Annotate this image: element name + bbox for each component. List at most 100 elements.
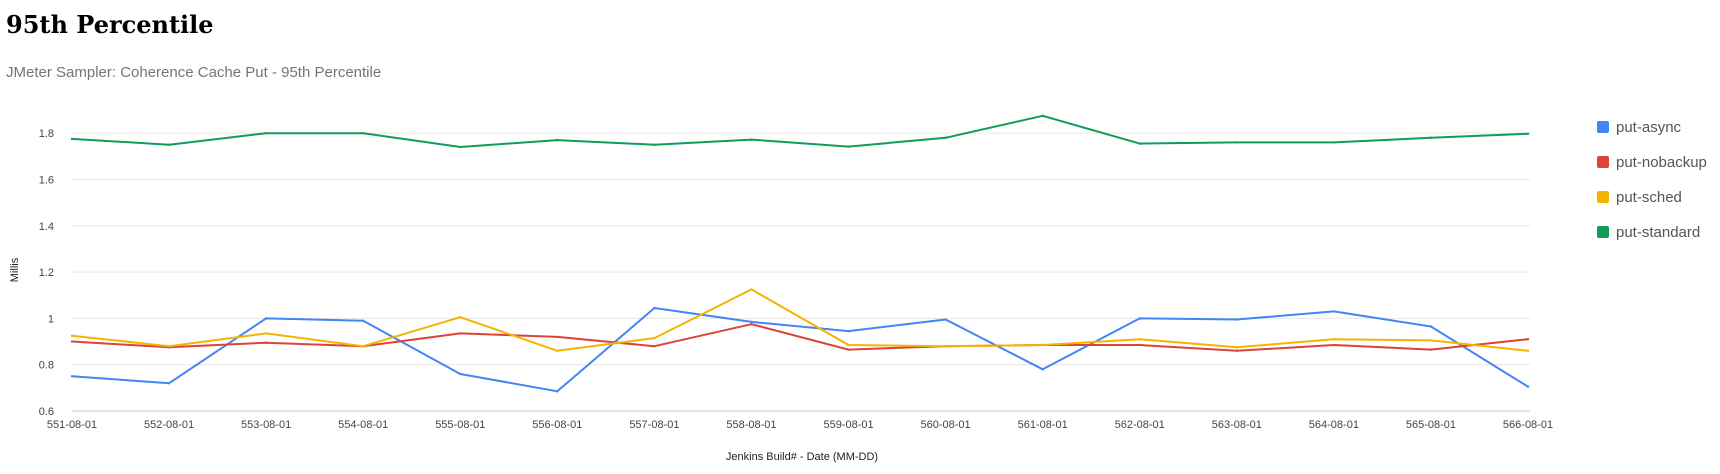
data-point-put-standard — [1429, 136, 1433, 139]
x-tick-label: 561-08-01 — [1018, 419, 1068, 431]
y-tick-label: 1.4 — [39, 221, 54, 233]
x-tick-label: 552-08-01 — [144, 419, 194, 431]
x-tick-label: 560-08-01 — [921, 419, 971, 431]
data-point-put-nobackup — [70, 340, 74, 343]
series-line-put-standard — [71, 114, 1529, 148]
legend-label-put-sched: put-sched — [1616, 189, 1682, 206]
data-point-put-standard — [1235, 141, 1239, 144]
legend-label-put-async: put-async — [1616, 119, 1682, 136]
data-point-put-sched — [70, 334, 74, 337]
data-point-put-standard — [1138, 142, 1141, 145]
data-point-put-async — [362, 319, 365, 322]
data-point-put-async — [847, 329, 850, 333]
y-tick-label: 1.8 — [39, 128, 54, 140]
data-point-put-sched — [1526, 349, 1530, 352]
data-point-put-async — [556, 390, 559, 393]
data-point-put-sched — [264, 332, 268, 335]
data-point-put-async — [459, 372, 462, 376]
data-point-put-async — [264, 317, 268, 320]
data-point-put-sched — [750, 288, 753, 291]
data-point-put-standard — [653, 143, 656, 146]
data-point-put-nobackup — [1138, 343, 1141, 347]
x-axis-title: Jenkins Build# - Date (MM-DD) — [726, 451, 878, 463]
legend: put-async put-nobackup put-sched put-standa… — [1597, 119, 1707, 241]
chart-subtitle: JMeter Sampler: Coherence Cache Put - 95… — [6, 64, 382, 81]
x-tick-label: 556-08-01 — [532, 419, 582, 431]
data-point-put-nobackup — [264, 341, 268, 344]
legend-swatch-put-standard — [1597, 226, 1609, 238]
data-point-put-standard — [847, 145, 850, 148]
data-point-put-standard — [1526, 132, 1530, 136]
data-point-put-async — [653, 306, 656, 310]
data-point-put-standard — [944, 136, 947, 139]
gridlines — [72, 132, 1530, 412]
series-line-put-nobackup — [71, 323, 1529, 352]
x-tick-label: 558-08-01 — [726, 419, 776, 431]
y-tick-label: 0.6 — [39, 406, 54, 418]
data-point-put-async — [1526, 385, 1530, 388]
y-tick-label: 0.8 — [39, 360, 54, 372]
data-point-put-async — [1429, 325, 1433, 328]
x-tick-label: 563-08-01 — [1212, 419, 1262, 431]
series-line-put-async — [71, 307, 1529, 393]
data-point-put-async — [70, 375, 74, 378]
data-point-put-standard — [362, 131, 365, 135]
x-tick-label: 564-08-01 — [1309, 419, 1359, 431]
data-point-put-nobackup — [847, 348, 850, 351]
x-tick-label: 551-08-01 — [47, 419, 97, 431]
x-tick-label: 566-08-01 — [1503, 419, 1553, 431]
data-point-put-nobackup — [1235, 349, 1239, 352]
data-point-put-async — [750, 320, 753, 324]
data-point-put-nobackup — [1526, 338, 1530, 341]
data-point-put-sched — [167, 344, 171, 348]
data-point-put-nobackup — [653, 344, 656, 348]
x-tick-label: 553-08-01 — [241, 419, 291, 431]
data-point-put-sched — [1138, 338, 1141, 341]
x-tick-label: 554-08-01 — [338, 419, 388, 431]
data-point-put-standard — [459, 145, 462, 149]
data-point-put-async — [944, 318, 947, 321]
data-point-put-async — [1138, 317, 1141, 320]
data-point-put-sched — [1332, 338, 1336, 341]
data-point-put-standard — [556, 138, 559, 142]
x-tick-label: 562-08-01 — [1115, 419, 1165, 431]
data-point-put-async — [1332, 310, 1336, 313]
data-point-put-sched — [459, 316, 462, 319]
data-point-put-sched — [847, 343, 850, 347]
x-tick-label: 565-08-01 — [1406, 419, 1456, 431]
series-lines — [70, 114, 1530, 393]
legend-label-put-nobackup: put-nobackup — [1616, 154, 1707, 171]
y-tick-label: 1 — [48, 313, 54, 325]
y-tick-label: 1.2 — [39, 267, 54, 279]
x-tick-label: 557-08-01 — [629, 419, 679, 431]
legend-swatch-put-nobackup — [1597, 156, 1609, 168]
data-point-put-nobackup — [1429, 348, 1433, 351]
data-point-put-standard — [750, 138, 753, 141]
data-point-put-nobackup — [556, 335, 559, 339]
data-point-put-sched — [1041, 343, 1044, 347]
data-point-put-async — [1235, 318, 1239, 321]
data-point-put-nobackup — [459, 332, 462, 335]
data-point-put-sched — [362, 344, 365, 348]
x-axis-ticks: 551-08-01 552-08-01 553-08-01 554-08-01 555-… — [47, 419, 1553, 431]
data-point-put-standard — [264, 131, 268, 135]
data-point-put-standard — [167, 143, 171, 146]
legend-label-put-standard: put-standard — [1616, 224, 1700, 241]
data-point-put-nobackup — [750, 322, 753, 326]
y-tick-label: 1.6 — [39, 174, 54, 186]
data-point-put-async — [1041, 368, 1044, 371]
data-point-put-standard — [1041, 114, 1044, 117]
series-line-put-sched — [71, 288, 1529, 352]
data-point-put-sched — [556, 349, 559, 352]
legend-swatch-put-async — [1597, 121, 1609, 133]
data-point-put-async — [167, 382, 171, 385]
data-point-put-sched — [653, 336, 656, 340]
data-point-put-sched — [1429, 339, 1433, 342]
y-axis-title: Millis — [9, 257, 21, 282]
x-tick-label: 555-08-01 — [435, 419, 485, 431]
data-point-put-nobackup — [1332, 343, 1336, 347]
legend-swatch-put-sched — [1597, 191, 1609, 203]
data-point-put-sched — [1235, 346, 1239, 349]
page-title: 95th Percentile — [6, 10, 214, 39]
